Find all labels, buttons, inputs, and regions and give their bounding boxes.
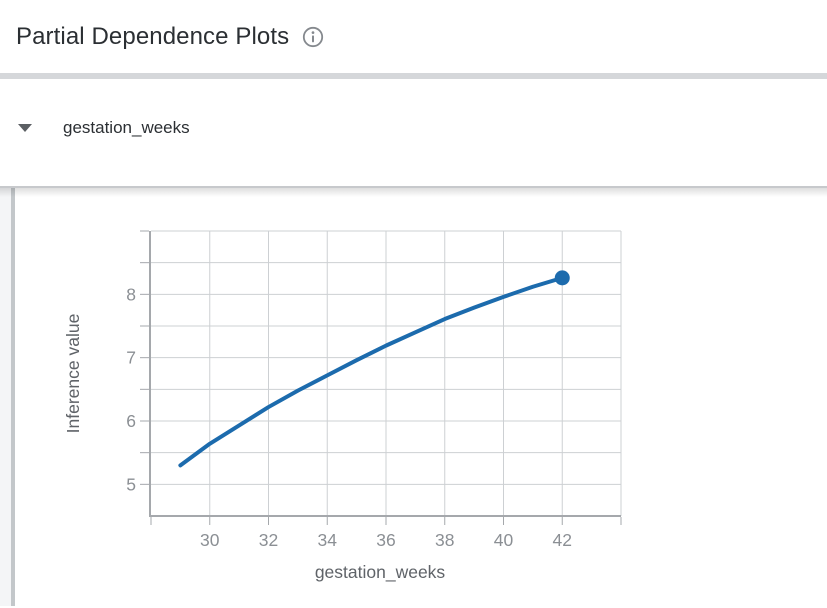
svg-text:32: 32 (259, 530, 278, 550)
svg-text:8: 8 (126, 284, 136, 304)
end-point-marker[interactable] (554, 270, 570, 286)
info-icon[interactable] (302, 26, 324, 48)
feature-name-label: gestation_weeks (63, 117, 190, 137)
chart-panel: 30 32 34 36 38 40 42 5 6 7 8 gestation_weeks Inferen… (0, 186, 827, 606)
x-axis-title: gestation_weeks (315, 562, 446, 583)
y-tick-labels: 5 6 7 8 (126, 284, 136, 494)
svg-text:5: 5 (126, 474, 136, 494)
tick-marks (140, 230, 622, 525)
y-axis-title: Inference value (63, 314, 83, 434)
pdp-chart: 30 32 34 36 38 40 42 5 6 7 8 gestation_weeks Inferen… (63, 230, 622, 583)
axes (149, 231, 621, 517)
axis-titles: gestation_weeks Inference value (63, 314, 445, 583)
gridlines (151, 230, 622, 516)
caret-down-icon[interactable] (18, 123, 32, 132)
panel-header: Partial Dependence Plots (0, 0, 827, 73)
x-tick-labels: 30 32 34 36 38 40 42 (200, 530, 572, 550)
svg-text:40: 40 (494, 530, 514, 550)
svg-text:30: 30 (200, 530, 220, 550)
vertical-scrollbar[interactable] (11, 188, 15, 606)
page-title: Partial Dependence Plots (16, 22, 290, 50)
left-gutter (0, 188, 11, 606)
series-line (178, 275, 565, 468)
header-divider (0, 73, 827, 79)
svg-text:34: 34 (318, 530, 338, 550)
svg-text:7: 7 (126, 348, 136, 368)
svg-text:42: 42 (553, 530, 572, 550)
feature-section-header[interactable]: gestation_weeks (0, 79, 827, 186)
svg-text:36: 36 (376, 530, 395, 550)
svg-text:6: 6 (126, 411, 136, 431)
svg-text:38: 38 (435, 530, 454, 550)
